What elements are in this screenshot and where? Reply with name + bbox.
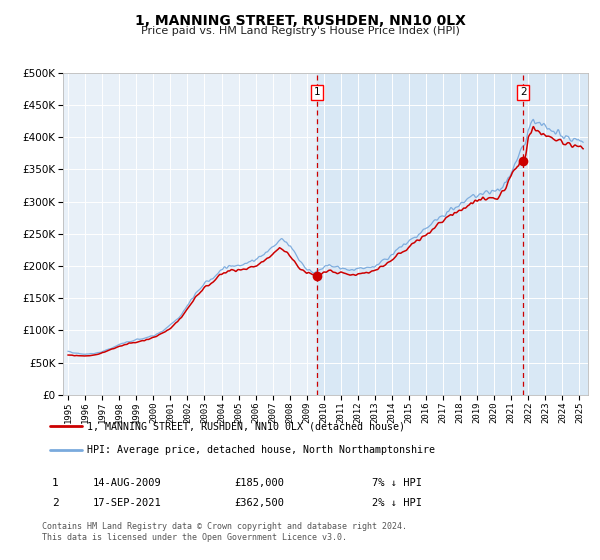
Text: Price paid vs. HM Land Registry's House Price Index (HPI): Price paid vs. HM Land Registry's House … (140, 26, 460, 36)
Text: 14-AUG-2009: 14-AUG-2009 (93, 478, 162, 488)
Text: 17-SEP-2021: 17-SEP-2021 (93, 498, 162, 508)
Text: 2: 2 (52, 498, 59, 508)
Text: 2: 2 (520, 87, 527, 97)
Text: 1: 1 (52, 478, 59, 488)
Bar (317, 73, 600, 395)
Text: 7% ↓ HPI: 7% ↓ HPI (372, 478, 422, 488)
Text: HPI: Average price, detached house, North Northamptonshire: HPI: Average price, detached house, Nort… (87, 445, 435, 455)
Text: Contains HM Land Registry data © Crown copyright and database right 2024.: Contains HM Land Registry data © Crown c… (42, 522, 407, 531)
Text: 1, MANNING STREET, RUSHDEN, NN10 0LX: 1, MANNING STREET, RUSHDEN, NN10 0LX (134, 14, 466, 28)
Text: £185,000: £185,000 (234, 478, 284, 488)
Text: 1: 1 (314, 87, 320, 97)
Text: This data is licensed under the Open Government Licence v3.0.: This data is licensed under the Open Gov… (42, 533, 347, 542)
Text: £362,500: £362,500 (234, 498, 284, 508)
Text: 2% ↓ HPI: 2% ↓ HPI (372, 498, 422, 508)
Text: 1, MANNING STREET, RUSHDEN, NN10 0LX (detached house): 1, MANNING STREET, RUSHDEN, NN10 0LX (de… (87, 421, 405, 431)
